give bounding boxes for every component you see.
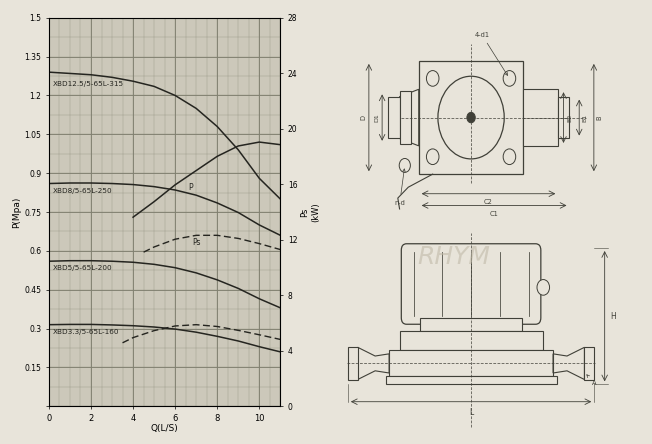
Circle shape <box>438 76 504 159</box>
Text: 4-d1: 4-d1 <box>475 32 507 75</box>
Bar <box>524 89 558 146</box>
Y-axis label: Ps
(kW): Ps (kW) <box>301 202 319 222</box>
Bar <box>389 97 400 139</box>
Circle shape <box>467 112 475 123</box>
Circle shape <box>399 159 410 172</box>
Text: B: B <box>597 115 602 120</box>
Text: C1: C1 <box>490 211 499 217</box>
Bar <box>584 347 594 380</box>
Bar <box>389 350 553 377</box>
Bar <box>558 97 569 139</box>
Text: L: L <box>469 408 473 417</box>
Text: XBD5/5-65L-200: XBD5/5-65L-200 <box>53 265 113 271</box>
Text: D1: D1 <box>374 113 379 122</box>
Bar <box>419 61 524 174</box>
X-axis label: Q(L/S): Q(L/S) <box>151 424 179 433</box>
Text: C2: C2 <box>484 199 493 205</box>
FancyBboxPatch shape <box>402 244 541 324</box>
Bar <box>400 331 542 350</box>
Text: XBD8/5-65L-250: XBD8/5-65L-250 <box>53 187 113 194</box>
Text: A: A <box>587 375 597 386</box>
Circle shape <box>537 280 550 295</box>
Text: B1: B1 <box>582 114 587 122</box>
Text: D: D <box>360 115 366 120</box>
Text: XBD12.5/5-65L-315: XBD12.5/5-65L-315 <box>53 81 125 87</box>
Text: XBD3.3/5-65L-160: XBD3.3/5-65L-160 <box>53 329 119 335</box>
Text: Ps: Ps <box>192 238 200 247</box>
Circle shape <box>426 149 439 165</box>
Circle shape <box>503 149 516 165</box>
Bar <box>348 347 358 380</box>
Bar <box>421 318 522 331</box>
Circle shape <box>503 71 516 86</box>
Text: P: P <box>188 183 192 192</box>
Text: H: H <box>610 312 615 321</box>
Text: RHYM: RHYM <box>417 245 490 269</box>
Bar <box>385 377 557 385</box>
Text: n-d: n-d <box>394 169 406 206</box>
Circle shape <box>426 71 439 86</box>
Y-axis label: P(Mpa): P(Mpa) <box>12 196 22 228</box>
Text: B2: B2 <box>567 114 572 122</box>
Bar <box>400 91 411 144</box>
